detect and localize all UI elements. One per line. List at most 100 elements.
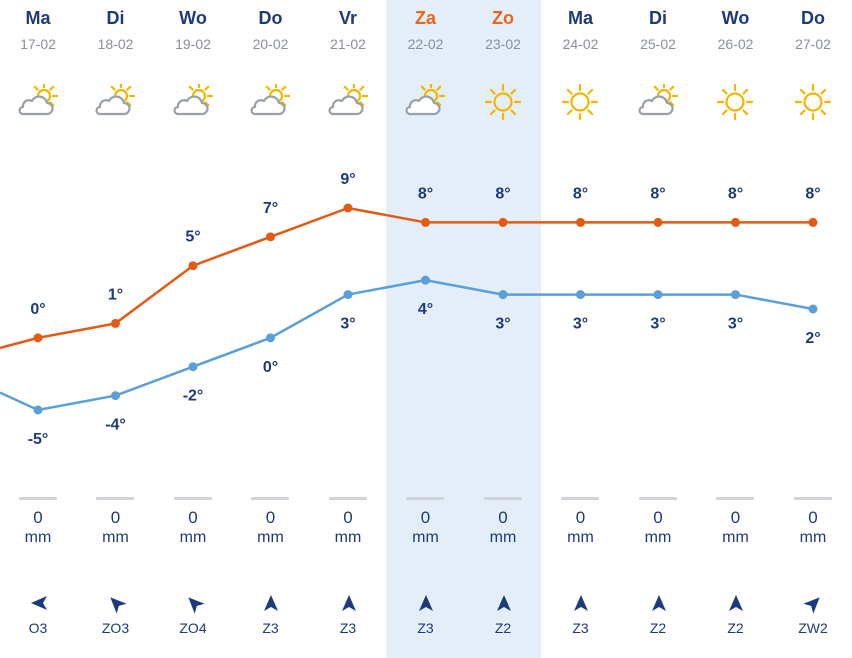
day-column: Ma 24-02 0 mm Z3 [542, 0, 619, 658]
min-temp-line [0, 278, 814, 412]
precipitation-value: 0 [343, 508, 353, 527]
precipitation-bar [483, 497, 522, 500]
wind-label: Z3 [262, 620, 279, 636]
max-temp-label: 8° [495, 185, 510, 202]
precipitation-value: 0 [808, 508, 818, 527]
date-label: 24-02 [562, 36, 599, 52]
precipitation-bar [173, 497, 212, 500]
date-label: 23-02 [485, 36, 521, 52]
min-temp-label: 3° [340, 316, 355, 333]
precipitation-value: 0 [420, 508, 431, 527]
sun-icon [794, 84, 831, 120]
precipitation-unit: mm [567, 529, 594, 546]
min-temp-point [111, 391, 120, 401]
min-temp-point [498, 290, 508, 300]
day-label: Wo [179, 8, 207, 28]
max-temp-point [498, 217, 508, 227]
min-temp-label: 2° [805, 330, 820, 347]
min-temp-label: -5° [28, 431, 49, 448]
precipitation-unit: mm [799, 529, 827, 546]
max-temp-label: 8° [573, 185, 588, 202]
date-label: 20-02 [252, 36, 289, 52]
precipitation-unit: mm [722, 529, 749, 546]
partly-cloudy-icon [405, 84, 445, 116]
day-column: Vr 21-02 0 mm Z3 [310, 0, 387, 658]
day-label: Zo [492, 8, 514, 28]
sun-icon [561, 84, 599, 120]
max-temp-label: 8° [728, 185, 743, 202]
date-label: 18-02 [97, 36, 134, 52]
precipitation-bar [793, 497, 832, 500]
precipitation-value: 0 [188, 508, 198, 527]
min-temp-label: -2° [183, 388, 204, 405]
day-column: Wo 26-02 0 mm Z2 [697, 0, 774, 658]
wind-label: ZO3 [101, 620, 130, 636]
day-column: Do 27-02 0 mm ZW2 [775, 0, 852, 658]
max-temp-label: 8° [650, 185, 665, 202]
min-temp-point [343, 290, 353, 300]
min-temp-point [421, 275, 430, 285]
wind-arrow-icon [419, 595, 433, 611]
date-label: 21-02 [330, 36, 366, 52]
min-temp-label: -4° [105, 417, 126, 434]
date-label: 22-02 [407, 36, 444, 52]
day-column: Wo 19-02 0 mm ZO4 [155, 0, 232, 658]
day-column: Ma 17-02 0 mm O3 [0, 0, 77, 658]
precipitation-bar [561, 497, 599, 500]
precipitation-unit: mm [179, 529, 207, 546]
precipitation-value: 0 [498, 508, 508, 527]
day-column: Di 25-02 0 mm Z2 [620, 0, 697, 658]
wind-label: Z2 [494, 620, 512, 636]
max-temp-point [111, 318, 120, 328]
min-temp-label: 4° [418, 301, 433, 318]
temperature-chart: 0° 1° 5° 7° 9° 8° 8° 8° 8° 8° 8° -5° -4° -2° 0° 3° 4° 3° 3… [0, 171, 821, 448]
day-label: Do [258, 8, 283, 28]
wind-label: Z3 [339, 620, 357, 636]
day-column: Zo 23-02 0 mm Z2 [465, 0, 542, 658]
precipitation-bar [716, 497, 754, 500]
wind-arrow-icon [574, 595, 588, 611]
day-label: Di [649, 8, 667, 28]
wind-label: O3 [28, 620, 48, 636]
day-label: Do [801, 8, 825, 28]
precipitation-value: 0 [653, 508, 663, 527]
wind-label: Z3 [572, 620, 589, 636]
min-temp-point [188, 362, 198, 372]
precipitation-unit: mm [644, 529, 672, 546]
wind-arrow-icon [496, 595, 511, 611]
max-temp-point [576, 217, 585, 227]
day-label: Di [106, 8, 125, 28]
wind-arrow-icon [802, 597, 820, 614]
max-temp-label: 1° [108, 286, 123, 303]
wind-arrow-icon [651, 595, 666, 611]
max-temp-point [188, 261, 198, 271]
date-label: 17-02 [20, 36, 56, 52]
date-label: 19-02 [175, 36, 211, 52]
precipitation-bar [251, 497, 289, 500]
wind-label: Z3 [417, 620, 434, 636]
min-temp-point [33, 405, 43, 415]
sun-icon [716, 84, 754, 120]
wind-label: Z2 [727, 620, 744, 636]
wind-arrow-icon [264, 595, 278, 611]
min-temp-label: 3° [728, 316, 743, 333]
precipitation-unit: mm [412, 529, 439, 546]
precipitation-bar [18, 497, 57, 500]
date-label: 26-02 [717, 36, 754, 52]
min-temp-label: 3° [650, 316, 665, 333]
date-label: 27-02 [795, 36, 831, 52]
partly-cloudy-icon [250, 84, 290, 116]
wind-arrow-icon [729, 595, 743, 611]
wind-label: ZO4 [179, 620, 207, 636]
wind-arrow-icon [187, 597, 205, 614]
max-temp-point [266, 232, 275, 242]
max-temp-point [731, 217, 740, 227]
wind-label: Z2 [649, 620, 667, 636]
wind-label: ZW2 [798, 620, 828, 636]
max-temp-label: 5° [185, 229, 200, 246]
min-temp-label: 3° [573, 316, 588, 333]
max-temp-label: 8° [418, 185, 433, 202]
day-label: Wo [721, 8, 750, 28]
precipitation-value: 0 [265, 508, 276, 527]
partly-cloudy-icon [172, 84, 213, 116]
